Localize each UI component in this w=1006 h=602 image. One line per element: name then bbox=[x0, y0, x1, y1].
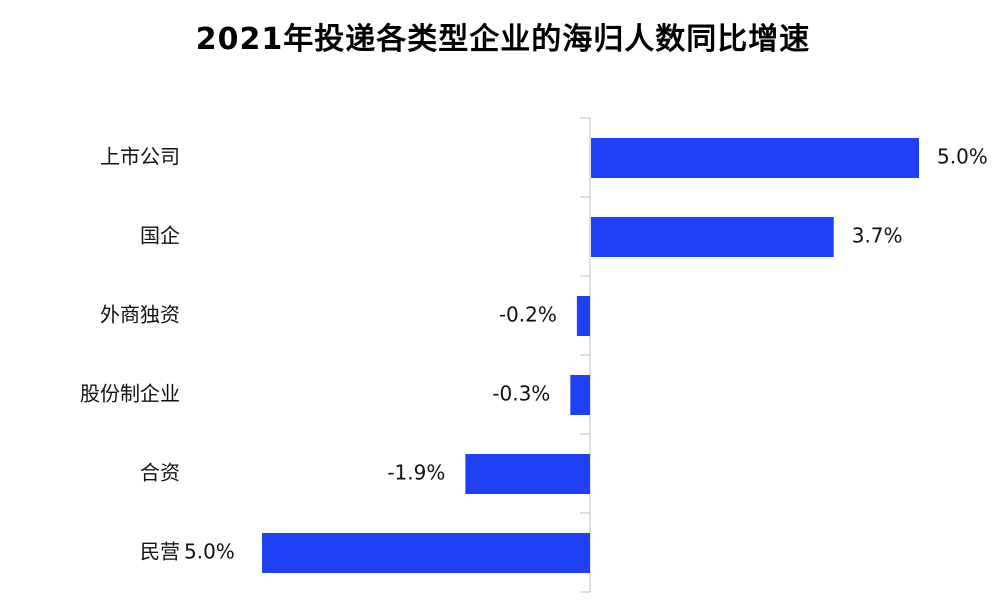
bar bbox=[576, 296, 590, 336]
data-label: 5.0% bbox=[184, 540, 235, 564]
data-label: 3.7% bbox=[852, 224, 903, 248]
category-label: 合资 bbox=[140, 461, 180, 485]
bar bbox=[591, 217, 834, 257]
category-label: 外商独资 bbox=[100, 303, 180, 327]
category-label: 股份制企业 bbox=[80, 382, 180, 406]
data-label: 5.0% bbox=[937, 145, 988, 169]
category-label: 上市公司 bbox=[100, 145, 180, 169]
data-label: -1.9% bbox=[387, 461, 445, 485]
bar bbox=[465, 454, 590, 494]
category-label: 国企 bbox=[140, 224, 180, 248]
bar bbox=[570, 375, 590, 415]
bar bbox=[262, 533, 590, 573]
category-label: 民营 bbox=[140, 540, 180, 564]
data-label: -0.2% bbox=[499, 303, 557, 327]
data-label: -0.3% bbox=[492, 382, 550, 406]
chart-title: 2021年投递各类型企业的海归人数同比增速 bbox=[195, 22, 811, 57]
bar bbox=[591, 138, 919, 178]
